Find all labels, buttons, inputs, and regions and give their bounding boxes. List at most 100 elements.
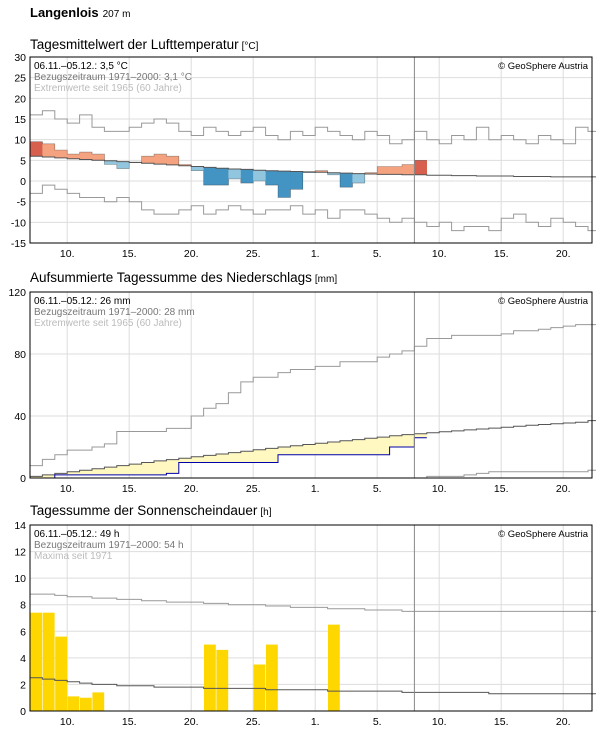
temperature-anomaly-bar xyxy=(203,167,217,186)
temperature-legend-reference: Bezugszeitraum 1971–2000: 3,1 °C xyxy=(34,72,192,83)
temperature-x-tick-label: 1. xyxy=(311,248,320,260)
temperature-title: Tagesmittelwert der Lufttemperatur xyxy=(30,37,239,52)
sunshine-x-tick-label: 15. xyxy=(122,716,137,728)
precipitation-x-tick-label: 10. xyxy=(432,483,447,495)
sunshine-legend-extremes: Maxima seit 1971 xyxy=(34,551,113,562)
precipitation-difference-bar xyxy=(154,460,167,475)
temperature-y-tick-label: 30 xyxy=(14,52,26,64)
sunshine-y-tick-label: 8 xyxy=(20,600,26,612)
temperature-legend-current: 06.11.–05.12.: 3,5 °C xyxy=(34,61,128,72)
temperature-x-tick-label: 5. xyxy=(373,248,382,260)
precipitation-x-tick-label: 25. xyxy=(246,483,261,495)
precipitation-difference-bar xyxy=(240,451,254,463)
precipitation-difference-bar xyxy=(327,442,341,455)
precipitation-difference-bar xyxy=(54,473,68,475)
temperature-y-tick-label: 10 xyxy=(14,135,26,147)
temperature-anomaly-bar xyxy=(364,172,378,174)
sunshine-x-tick-label: 15. xyxy=(494,716,509,728)
sunshine-y-tick-label: 4 xyxy=(20,653,26,665)
temperature-anomaly-bar xyxy=(79,152,93,160)
temperature-anomaly-bar xyxy=(414,160,427,175)
sunshine-x-tick-label: 10. xyxy=(432,716,447,728)
temperature-x-tick-label: 15. xyxy=(494,248,509,260)
sunshine-bar xyxy=(253,664,266,711)
precipitation-panel: 0 40 80 120 10. 15. 20. 25. 1. 5. 10. 15. 20. 06.11.–… xyxy=(8,287,596,495)
precipitation-difference-bar xyxy=(352,439,365,455)
sunshine-legend-current: 06.11.–05.12.: 49 h xyxy=(34,529,119,540)
precipitation-panel-title: Aufsummierte Tagessumme des Niederschlag… xyxy=(30,270,337,285)
sunshine-bar xyxy=(204,644,216,711)
precipitation-difference-bar xyxy=(203,455,217,463)
precipitation-difference-bar xyxy=(42,474,55,478)
sunshine-copyright: © GeoSphere Austria xyxy=(498,529,589,540)
temperature-plot-border xyxy=(29,56,593,244)
precipitation-difference-bar xyxy=(30,476,43,478)
precipitation-title: Aufsummierte Tagessumme des Niederschlag… xyxy=(30,270,312,285)
temperature-x-tick-label: 25. xyxy=(246,248,261,260)
precipitation-difference-bar xyxy=(340,440,353,455)
precipitation-x-tick-label: 20. xyxy=(184,483,199,495)
sunshine-unit: [h] xyxy=(260,507,272,518)
temperature-x-tick-label: 20. xyxy=(556,248,571,260)
precipitation-x-tick-label: 15. xyxy=(494,483,509,495)
temperature-anomaly-bar xyxy=(42,143,55,158)
sunshine-panel: 0 2 4 6 8 10 12 14 10. 15. 20. 25. 1. 5. 10. 15. 20. 06.1… xyxy=(14,520,596,728)
station-altitude: 207 m xyxy=(102,9,131,20)
precipitation-x-tick-label: 15. xyxy=(122,483,137,495)
temperature-anomaly-bar xyxy=(228,169,241,179)
temperature-y-tick-label: 15 xyxy=(14,114,26,126)
temperature-y-tick-label: 5 xyxy=(20,155,26,167)
sunshine-bar xyxy=(42,612,55,711)
temperature-anomaly-bar xyxy=(389,166,403,175)
precipitation-difference-bar xyxy=(129,464,142,475)
temperature-panel: -15 -10 -5 0 5 10 15 20 25 30 10. 15. 20. 25. 1. 5. 10. 1… xyxy=(11,52,596,260)
temperature-x-tick-label: 10. xyxy=(432,248,447,260)
precipitation-difference-bar xyxy=(253,449,266,463)
sunshine-bar xyxy=(55,636,67,711)
precipitation-reference-line xyxy=(30,420,596,477)
precipitation-x-tick-label: 10. xyxy=(60,483,75,495)
precipitation-difference-bar xyxy=(278,447,291,455)
temperature-anomaly-bar xyxy=(377,166,390,175)
temperature-anomaly-bar xyxy=(141,156,155,164)
temperature-anomaly-bar xyxy=(216,168,229,186)
precipitation-plot-border xyxy=(29,291,593,479)
precipitation-difference-bar xyxy=(116,465,130,475)
sunshine-bar xyxy=(216,649,229,711)
precipitation-y-tick-label: 40 xyxy=(14,411,26,423)
sunshine-y-tick-label: 2 xyxy=(20,679,26,691)
precipitation-difference-bars xyxy=(30,433,427,478)
temperature-anomaly-bar xyxy=(240,169,254,184)
temperature-y-tick-label: -15 xyxy=(11,238,26,250)
precipitation-y-tick-label: 0 xyxy=(20,473,26,485)
temperature-anomaly-bar xyxy=(253,170,266,181)
sunshine-bars xyxy=(30,612,340,711)
sunshine-panel-title: Tagessumme der Sonnenscheindauer [h] xyxy=(30,503,272,518)
temperature-y-tick-label: 20 xyxy=(14,93,26,105)
precipitation-legend-current: 06.11.–05.12.: 26 mm xyxy=(34,296,131,307)
precipitation-copyright: © GeoSphere Austria xyxy=(498,296,589,307)
precipitation-difference-bar xyxy=(402,434,415,447)
precipitation-difference-bar xyxy=(364,438,378,455)
temperature-x-tick-label: 10. xyxy=(60,248,75,260)
sunshine-bar xyxy=(328,624,340,711)
precipitation-x-tick-label: 1. xyxy=(311,483,320,495)
sunshine-plot-border xyxy=(29,524,593,712)
temperature-anomaly-bar xyxy=(104,160,117,165)
temperature-copyright: © GeoSphere Austria xyxy=(498,61,589,72)
precipitation-difference-bar xyxy=(302,444,316,455)
temperature-panel-title: Tagesmittelwert der Lufttemperatur [°C] xyxy=(30,37,258,52)
temperature-x-tick-label: 15. xyxy=(122,248,137,260)
temperature-anomaly-bar xyxy=(54,150,68,158)
temperature-min-extreme-line xyxy=(30,184,596,232)
temperature-y-tick-label: 0 xyxy=(20,176,26,188)
precipitation-difference-bar xyxy=(79,470,93,475)
temperature-anomaly-bars xyxy=(30,141,427,198)
temperature-x-tick-label: 20. xyxy=(184,248,199,260)
precipitation-difference-bar xyxy=(178,458,192,463)
sunshine-x-tick-label: 1. xyxy=(311,716,320,728)
station-name: Langenlois xyxy=(30,5,99,20)
precipitation-y-tick-label: 120 xyxy=(8,287,26,299)
sunshine-bar xyxy=(30,612,43,711)
